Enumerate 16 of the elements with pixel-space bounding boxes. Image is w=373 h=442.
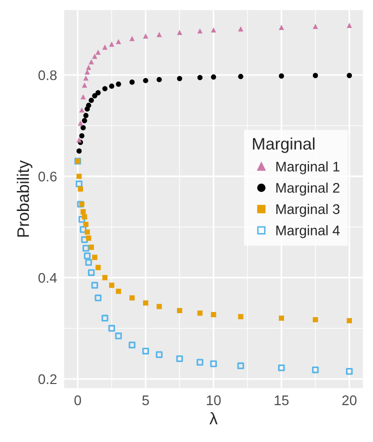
x-tick-label: 10 bbox=[206, 395, 221, 406]
y-tick-label: 0.6 bbox=[38, 172, 57, 182]
x-axis-title: λ bbox=[209, 412, 218, 424]
legend-title: Marginal bbox=[252, 137, 314, 153]
x-tick-label: 15 bbox=[274, 396, 289, 406]
y-tick-label: 0.2 bbox=[38, 374, 57, 384]
x-tick-label: 20 bbox=[342, 395, 357, 406]
legend-label: Marginal 2 bbox=[276, 182, 340, 196]
y-tick-label: 0.8 bbox=[38, 70, 57, 80]
legend-label: Marginal 3 bbox=[276, 204, 340, 217]
legend-label: Marginal 1 bbox=[276, 161, 340, 174]
x-tick-label: 5 bbox=[142, 396, 149, 406]
legend-label: Marginal 4 bbox=[276, 225, 340, 238]
y-axis-title: Probability bbox=[16, 160, 32, 237]
y-tick-label: 0.4 bbox=[38, 272, 57, 283]
x-tick-label: 0 bbox=[74, 395, 82, 406]
